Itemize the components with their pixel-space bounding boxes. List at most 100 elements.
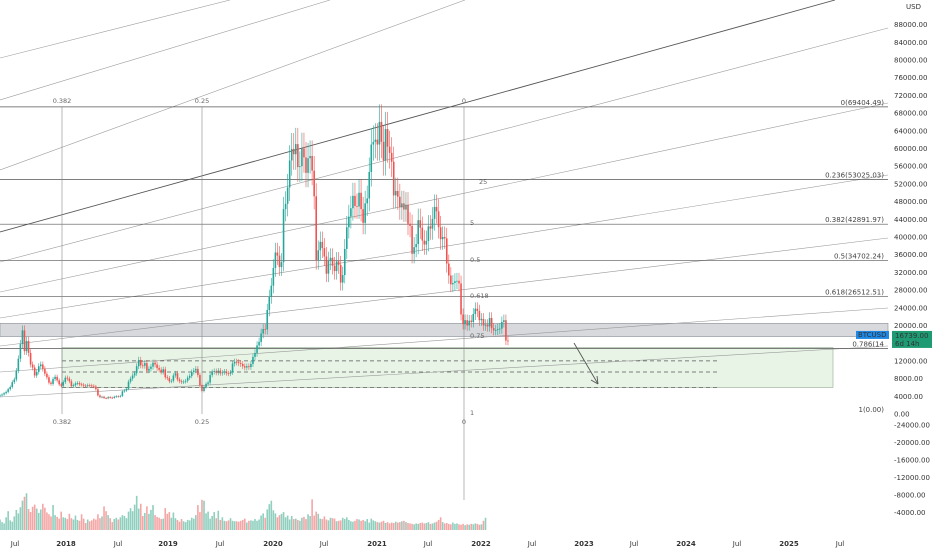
volume-bar — [217, 510, 220, 530]
volume-bar — [225, 521, 228, 530]
fib-level-label-2: 0.382(42891.97) — [825, 216, 884, 224]
candle-body — [317, 250, 320, 261]
price-axis-label: 64000.00 — [894, 127, 927, 135]
candle-body — [95, 386, 97, 390]
volume-bar — [262, 513, 264, 530]
volume-bar — [429, 523, 432, 530]
volume-bar — [137, 508, 140, 530]
volume-bar — [360, 520, 362, 530]
volume-bar — [205, 513, 207, 530]
candle-body — [321, 241, 324, 249]
volume-axis-label: -16000.00 — [894, 457, 930, 465]
price-axis-label: 0.00 — [894, 411, 910, 419]
candle-body — [13, 379, 16, 383]
volume-bar — [482, 520, 485, 530]
volume-bar — [378, 522, 381, 530]
time-axis-label: 2021 — [367, 540, 387, 548]
volume-bar — [439, 517, 442, 530]
volume-bar — [325, 519, 328, 530]
candle-body — [139, 360, 142, 366]
volume-bar — [186, 519, 189, 530]
volume-axis-label: -4000.00 — [894, 509, 925, 517]
candle-body — [205, 383, 207, 388]
candle-body — [368, 171, 371, 199]
volume-bar — [166, 513, 169, 530]
price-axis-label: 40000.00 — [894, 234, 927, 242]
candle-body — [244, 366, 246, 368]
fan-ray-9 — [0, 345, 889, 398]
candle-body — [472, 313, 475, 322]
candle-body — [0, 395, 1, 397]
candle-body — [327, 260, 330, 274]
volume-bar — [193, 518, 195, 530]
candle-body — [496, 329, 499, 330]
volume-bar — [392, 523, 395, 530]
volume-bar — [148, 513, 150, 530]
volume-bar — [409, 523, 411, 530]
candle-body — [209, 375, 211, 383]
volume-bar — [203, 500, 205, 530]
fan-label-2: 0.75 — [470, 332, 484, 340]
candle-body — [392, 161, 395, 196]
volume-bar — [315, 511, 317, 530]
candle-body — [182, 381, 185, 383]
volume-axis-label: -24000.00 — [894, 422, 930, 430]
candle-body — [207, 382, 209, 384]
candle-body — [374, 139, 377, 142]
candle-body — [86, 385, 89, 387]
volume-bar — [109, 518, 111, 530]
time-axis-label: 2018 — [56, 540, 76, 548]
candle-body — [464, 320, 466, 325]
candle-body — [166, 377, 169, 379]
last-price-label: 16739.00 — [895, 332, 928, 340]
candle-body — [429, 226, 432, 229]
fan-ray-4 — [0, 27, 889, 263]
volume-bar — [182, 521, 185, 530]
volume-bar — [280, 513, 283, 530]
volume-bar — [478, 524, 481, 530]
volume-bar — [42, 503, 44, 530]
volume-bar — [180, 519, 183, 530]
candle-body — [123, 390, 126, 392]
candle-body — [360, 192, 362, 210]
candle-body — [490, 317, 493, 329]
volume-bar — [327, 520, 330, 530]
volume-bar — [337, 520, 340, 530]
candle-body — [197, 368, 199, 376]
candle-body — [423, 240, 426, 245]
candle-body — [33, 367, 36, 376]
fib-level-label-1: 0.236(53025.03) — [825, 171, 884, 179]
candle-body — [203, 387, 205, 391]
price-axis-currency: USD — [906, 3, 921, 11]
volume-bar — [443, 523, 446, 530]
candle-body — [492, 328, 495, 331]
candle-body — [452, 283, 454, 285]
candle-body — [272, 267, 275, 286]
forecast-arrow-shaft — [573, 342, 599, 385]
candle-body — [221, 372, 224, 374]
price-axis-label: 84000.00 — [894, 39, 927, 47]
volume-axis-label: -8000.00 — [894, 492, 925, 500]
time-axis-label: Jul — [319, 540, 329, 548]
volume-bar — [427, 522, 430, 530]
candle-body — [484, 324, 487, 326]
candle-body — [178, 379, 181, 382]
candle-body — [21, 330, 24, 345]
candle-body — [358, 192, 360, 207]
candle-body — [44, 368, 46, 374]
symbol-tag-bg — [856, 330, 889, 339]
candle-body — [403, 203, 405, 210]
volume-bar — [54, 515, 56, 530]
volume-bar — [335, 521, 338, 530]
volume-bar — [131, 511, 134, 530]
candle-body — [235, 361, 238, 363]
candle-body — [480, 318, 483, 321]
candle-body — [435, 206, 438, 212]
price-axis-label: 80000.00 — [894, 57, 927, 65]
volume-bar — [66, 519, 69, 530]
fan-ray-2 — [0, 0, 466, 171]
candle-body — [388, 146, 391, 153]
candle-body — [454, 281, 456, 284]
